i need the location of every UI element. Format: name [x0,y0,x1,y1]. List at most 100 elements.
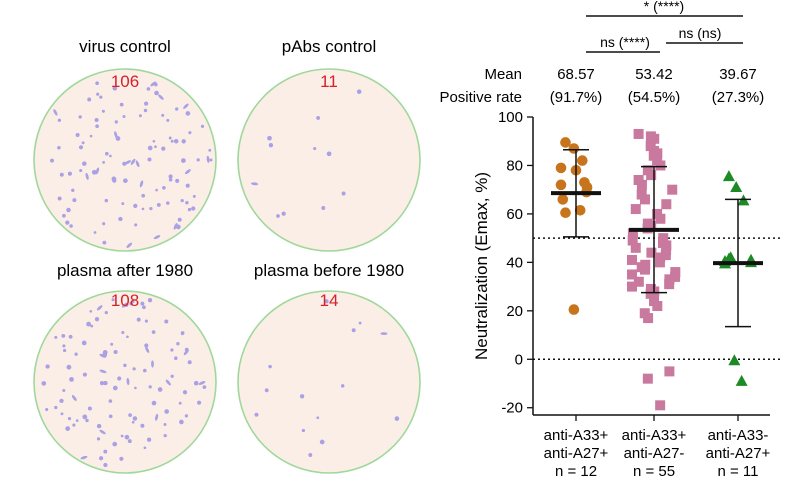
plaque [123,363,127,368]
plaque [121,202,125,206]
plaque [174,356,178,360]
data-point [660,250,671,261]
plaque [111,298,115,302]
plaque [308,453,313,457]
data-point [661,199,672,210]
plaque [198,381,206,385]
plaque [144,319,148,323]
plaque [99,380,105,386]
plaque [72,423,76,427]
plaque [98,456,104,461]
plaque [185,183,190,188]
plaque [108,399,113,403]
plaque [276,214,280,218]
data-point [633,276,644,287]
mean-value: 53.42 [635,66,673,83]
data-point [730,181,743,193]
plaque [86,321,91,327]
plaque [124,302,129,307]
x-group-label: anti-A33+ [622,427,687,444]
plaque [119,102,124,107]
plaque [176,342,180,346]
plaque [65,220,70,225]
plaque [147,157,152,162]
panel-title: pAbs control [282,37,377,56]
data-point [664,279,675,290]
plaque [45,407,49,412]
plaque [95,124,99,129]
plaque [75,419,79,422]
plaque [122,114,126,119]
plaque [150,81,157,87]
plaque [60,412,64,416]
plaque [72,198,77,203]
petri-dish [33,68,217,252]
plaque [99,95,103,99]
plaque [299,394,305,399]
plaque [155,188,158,192]
x-group-label: n = 55 [633,463,675,480]
plaque [166,201,170,205]
data-point [646,247,657,258]
plaque [96,437,101,441]
plaque [65,426,71,431]
plaque [146,437,152,442]
axes: -20 0 20 40 60 80 100 [498,109,770,421]
plaque [151,360,154,368]
plaque [163,423,167,426]
plaque [113,349,118,355]
data-point [646,170,657,181]
plaque [53,109,58,116]
data-point [664,366,675,377]
plaque [138,114,142,118]
plaque [251,182,259,186]
plaque [99,369,107,374]
plaque [95,81,99,86]
plaque-panel-pabs-control: pAbs control 11 [237,37,421,252]
plaque [184,414,189,418]
plaque [173,138,179,144]
data-point [633,128,644,139]
bracket-label: ns (****) [600,34,650,50]
plaque [57,145,61,150]
plaque [206,155,210,163]
plaque [196,158,200,162]
plaque [82,414,88,420]
plaque [94,317,100,322]
plaque-count: 11 [320,72,338,91]
plaque [185,111,191,116]
plaque [90,324,94,328]
plaque [394,416,400,421]
plaque [183,103,189,109]
plaque [139,180,144,188]
plaque [131,420,135,424]
plaque [82,372,87,377]
stats-header: Mean Positive rate 68.57 53.42 39.67 (91… [439,66,764,106]
data-point [560,207,571,218]
plaque [164,319,169,324]
positive-rate-value: (91.7%) [550,89,603,106]
data-point [735,374,748,386]
plaque [54,335,58,339]
plaque [267,135,272,141]
plaque-panel-plasma-before-1980: plasma before 1980 14 [237,261,421,474]
positive-rate-value: (54.5%) [628,89,681,106]
plaque [163,433,167,438]
plaque [128,413,132,417]
x-group-label: anti-A33- [708,427,769,444]
data-point [654,257,665,268]
plaque [319,439,325,445]
plaque [158,94,164,100]
plaque [321,206,326,210]
data-point [630,242,641,253]
data-point [555,179,567,191]
plaque [170,139,174,143]
data-point [642,373,653,384]
plaque [173,222,178,230]
plaque [268,143,274,148]
plaque-count: 106 [111,72,139,91]
data-point [636,179,647,190]
plaque [103,462,108,468]
plaque [141,193,146,198]
data-point [557,194,569,205]
